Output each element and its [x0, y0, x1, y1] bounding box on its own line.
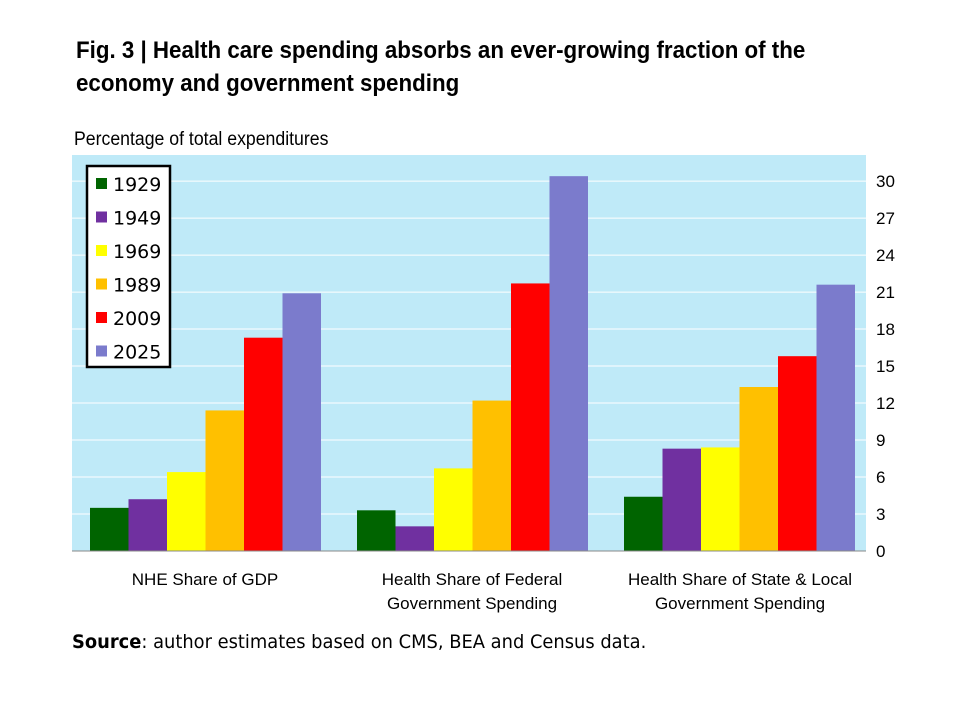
legend-swatch — [96, 178, 107, 189]
legend-label: 2009 — [113, 308, 161, 330]
x-tick-label: NHE Share of GDP — [132, 570, 278, 589]
legend-swatch — [96, 345, 107, 357]
y-tick-label: 18 — [876, 320, 895, 339]
source-label: Source — [72, 631, 142, 653]
bar-1949 — [395, 526, 434, 551]
y-tick-label: 9 — [876, 431, 885, 450]
y-tick-label: 24 — [876, 246, 895, 265]
bar-2025 — [282, 293, 321, 551]
y-tick-label: 6 — [876, 468, 885, 487]
y-axis-title: Percentage of total expenditures — [74, 129, 329, 150]
bar-2025 — [549, 176, 588, 551]
y-tick-label: 21 — [876, 283, 895, 302]
y-tick-label: 30 — [876, 172, 895, 191]
legend-label: 1989 — [113, 275, 161, 297]
bar-1929 — [90, 507, 129, 551]
legend-swatch — [96, 312, 107, 323]
y-axis-ticks: 0 3 6 9 12 15 18 21 24 27 30 — [876, 172, 895, 561]
x-tick-label: Health Share of State & Local — [628, 570, 852, 589]
source-note: Source: author estimates based on CMS, B… — [72, 631, 646, 653]
bar-1929 — [624, 496, 663, 551]
legend-swatch — [96, 245, 107, 256]
legend-label: 1949 — [113, 208, 161, 230]
legend: 1929 1949 1969 1989 2009 2025 — [85, 164, 172, 369]
y-tick-label: 27 — [876, 209, 895, 228]
legend-box — [85, 164, 172, 369]
bar-1989 — [205, 410, 244, 551]
legend-label: 2025 — [113, 342, 161, 364]
legend-label: 1969 — [113, 241, 161, 263]
bar-2009 — [778, 356, 817, 551]
legend-label: 1929 — [113, 174, 161, 196]
bar-2025 — [816, 284, 855, 551]
y-tick-label: 3 — [876, 505, 885, 524]
x-axis-labels: NHE Share of GDP Health Share of Federal G… — [132, 570, 852, 613]
bar-1969 — [701, 447, 740, 551]
source-text: : author estimates based on CMS, BEA and… — [141, 631, 647, 653]
bar-1969 — [167, 472, 206, 551]
y-tick-label: 0 — [876, 542, 885, 561]
bar-1969 — [434, 468, 473, 551]
y-tick-label: 12 — [876, 394, 895, 413]
bars — [90, 176, 855, 551]
x-tick-label: Health Share of Federal — [382, 570, 563, 589]
y-tick-label: 15 — [876, 357, 895, 376]
bar-1929 — [357, 510, 396, 551]
legend-swatch — [96, 211, 107, 223]
legend-swatch — [96, 278, 107, 290]
bar-2009 — [244, 337, 283, 551]
x-tick-label: Government Spending — [655, 594, 825, 613]
chart-title: Fig. 3 | Health care spending absorbs an… — [76, 37, 806, 97]
bar-1989 — [739, 387, 778, 551]
x-tick-label: Government Spending — [387, 594, 557, 613]
bar-1989 — [472, 400, 511, 551]
bar-1949 — [128, 499, 167, 551]
bar-1949 — [662, 448, 701, 551]
bar-2009 — [511, 283, 550, 551]
